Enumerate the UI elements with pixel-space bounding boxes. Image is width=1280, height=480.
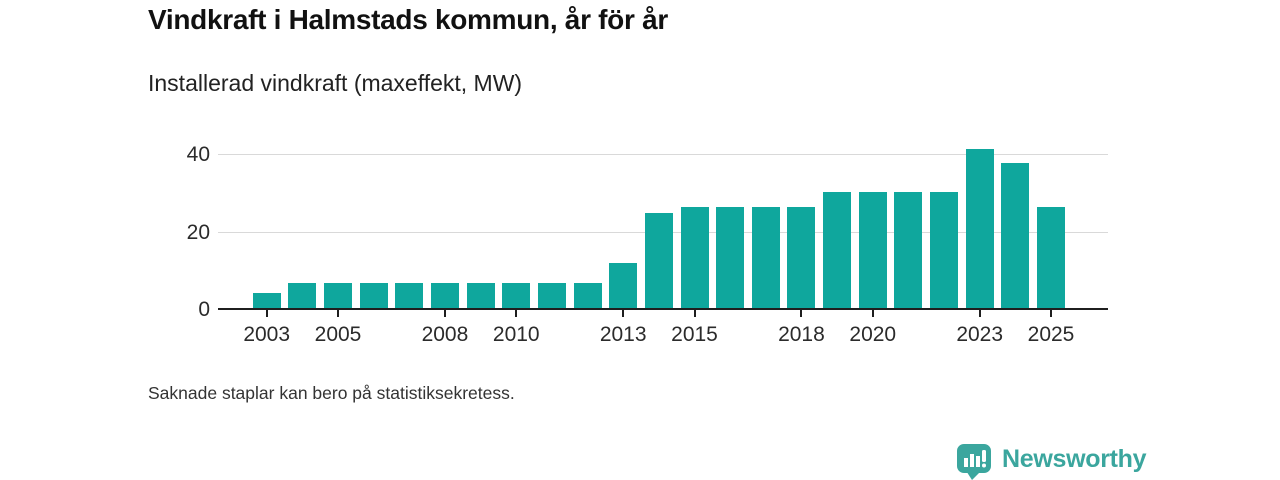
x-axis-tick [515,310,518,317]
bar-2014 [644,213,673,309]
y-axis-tick-label: 0 [198,298,210,321]
bar-2013 [609,262,638,309]
bar-2019 [823,191,852,309]
x-axis-tick [871,310,874,317]
newsworthy-wordmark: Newsworthy [1002,445,1147,473]
bar-2008 [430,282,459,309]
x-axis-tick-label: 2005 [314,323,362,346]
page-title: Vindkraft i Halmstads kommun, år för år [148,4,668,35]
bar-2024 [1001,162,1030,309]
bar-2010 [502,282,531,309]
x-axis-tick-label: 2015 [671,323,718,346]
bar-2017 [751,206,780,309]
chart-subtitle: Installerad vindkraft (maxeffekt, MW) [148,70,523,96]
x-axis-tick-label: 2025 [1027,323,1075,346]
x-axis-tick-label: 2008 [421,323,469,346]
bar-chart-badge-icon [957,444,991,480]
x-axis-tick [1050,310,1052,317]
x-axis-tick [978,310,981,317]
bar-2012 [573,282,602,309]
x-axis-tick [622,310,625,317]
bar-2009 [466,282,495,309]
x-axis-tick [265,310,268,317]
bar-2015 [680,206,709,309]
bar-2021 [894,191,923,309]
footnote: Saknade staplar kan bero på statistiksek… [148,383,515,403]
x-axis-tick [693,310,696,317]
bar-2020 [858,191,887,309]
x-axis-tick [443,310,446,317]
x-axis-tick [337,310,339,317]
bar-2011 [537,282,566,309]
bar-2025 [1037,206,1065,309]
x-axis-tick-label: 2020 [849,323,897,346]
x-axis-tick-label: 2023 [956,323,1004,346]
bar-2022 [930,191,959,309]
bar-2023 [965,148,994,309]
bar-2005 [324,282,352,309]
bar-chart: 0 20 40 2003 2005 2008 2010 2013 2015 2018 2020 202… [187,139,1108,346]
x-axis-tick-label: 2018 [778,323,825,346]
gridline-y40 [218,154,1108,155]
x-axis-tick-label: 2010 [492,323,540,346]
bar-2004 [288,282,317,309]
bar-2003 [252,292,281,309]
x-axis-tick-label: 2013 [599,323,647,346]
y-axis-tick-label: 40 [186,143,210,166]
y-axis-tick-label: 20 [186,220,210,244]
newsworthy-logo[interactable]: Newsworthy [956,443,1147,480]
bar-2018 [787,206,816,309]
bar-2016 [716,206,745,309]
bar-2006 [359,282,388,309]
x-axis-line [218,308,1108,310]
x-axis-tick-label: 2003 [243,323,291,346]
x-axis-tick [800,310,803,317]
bar-2007 [395,282,424,309]
